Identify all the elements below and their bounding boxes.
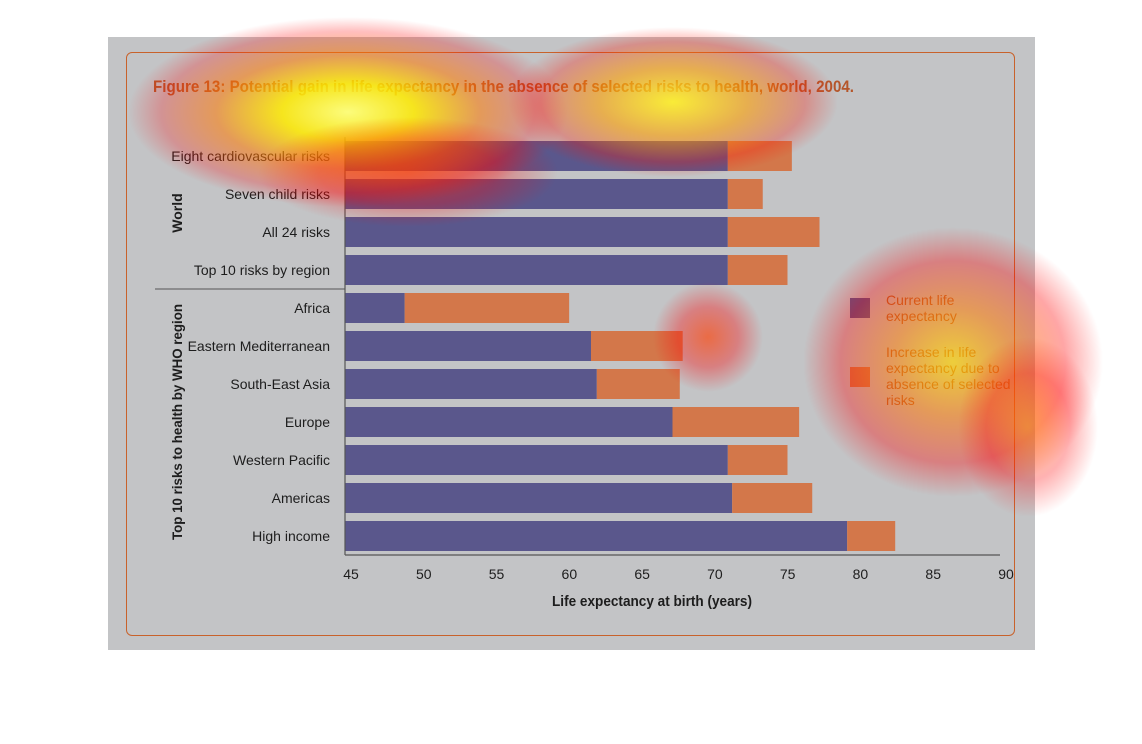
chart-title: Figure 13: Potential gain in life expect… xyxy=(153,77,854,96)
bar-increase-life-expectancy xyxy=(590,331,683,361)
legend-swatch-current xyxy=(850,298,870,318)
x-tick-label: 60 xyxy=(562,566,578,582)
bar-current-life-expectancy xyxy=(345,483,733,513)
bar-increase-life-expectancy xyxy=(672,407,800,437)
bar-current-life-expectancy xyxy=(345,179,728,209)
group-label-who-region: Top 10 risks to health by WHO region xyxy=(169,304,185,540)
bar-current-life-expectancy xyxy=(345,521,848,551)
category-label: Western Pacific xyxy=(233,452,330,468)
category-label: South-East Asia xyxy=(230,376,330,392)
bar-increase-life-expectancy xyxy=(727,445,788,475)
x-axis-label: Life expectancy at birth (years) xyxy=(552,593,752,610)
bar-increase-life-expectancy xyxy=(727,141,792,171)
category-label: High income xyxy=(252,528,330,544)
x-tick-label: 50 xyxy=(416,566,432,582)
bar-increase-life-expectancy xyxy=(727,255,788,285)
legend-label-current: Current life expectancy xyxy=(886,292,957,324)
x-tick-label: 65 xyxy=(634,566,650,582)
x-tick-label: 75 xyxy=(780,566,796,582)
bar-current-life-expectancy xyxy=(345,369,597,399)
category-label: Top 10 risks by region xyxy=(194,262,330,278)
bar-increase-life-expectancy xyxy=(404,293,570,323)
category-label: Eastern Mediterranean xyxy=(188,338,330,354)
bar-increase-life-expectancy xyxy=(596,369,680,399)
category-label: Seven child risks xyxy=(225,186,330,202)
bar-increase-life-expectancy xyxy=(727,179,763,209)
category-label: Americas xyxy=(272,490,330,506)
x-tick-label: 70 xyxy=(707,566,723,582)
legend-swatch-increase xyxy=(850,367,870,387)
x-tick-label: 90 xyxy=(998,566,1014,582)
bar-current-life-expectancy xyxy=(345,141,728,171)
category-label: All 24 risks xyxy=(262,224,330,240)
category-label: Eight cardiovascular risks xyxy=(171,148,330,164)
bar-current-life-expectancy xyxy=(345,407,673,437)
bar-current-life-expectancy xyxy=(345,331,591,361)
x-tick-label: 80 xyxy=(853,566,869,582)
legend-label-increase: Increase in life expectancy due to absence… xyxy=(886,344,1011,408)
bar-increase-life-expectancy xyxy=(727,217,820,247)
x-tick-label: 45 xyxy=(343,566,359,582)
bar-increase-life-expectancy xyxy=(847,521,896,551)
category-label: Africa xyxy=(294,300,330,316)
bar-current-life-expectancy xyxy=(345,217,728,247)
x-tick-label: 85 xyxy=(925,566,941,582)
category-label: Europe xyxy=(285,414,330,430)
bar-current-life-expectancy xyxy=(345,255,728,285)
bar-increase-life-expectancy xyxy=(732,483,813,513)
bar-current-life-expectancy xyxy=(345,445,728,475)
bar-current-life-expectancy xyxy=(345,293,405,323)
group-label-world: World xyxy=(169,193,185,232)
x-tick-label: 55 xyxy=(489,566,505,582)
